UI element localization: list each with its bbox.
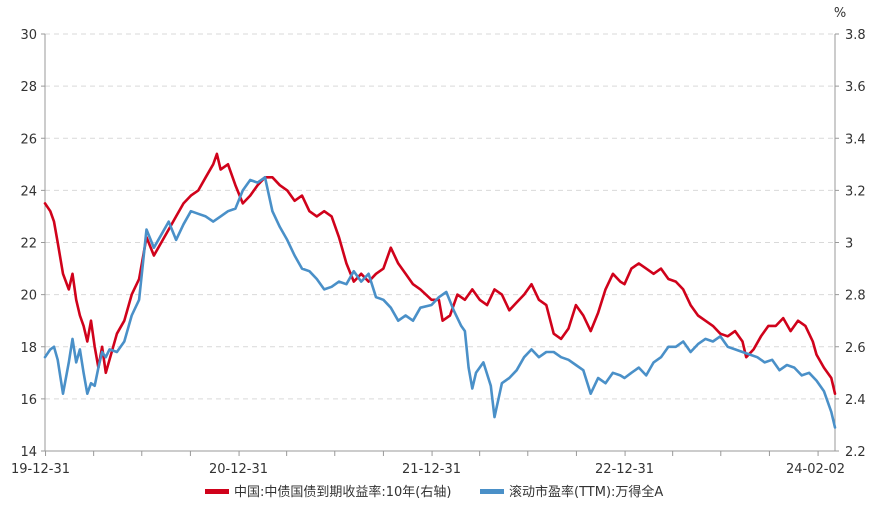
x-axis-tick-labels: 19-12-31 20-12-31 21-12-31 22-12-31 24-02-02 — [11, 462, 845, 477]
x-tick-label: 22-12-31 — [595, 462, 654, 477]
left-tick-label: 22 — [20, 237, 37, 252]
right-tick-label: 2.2 — [845, 445, 866, 460]
left-tick-label: 24 — [20, 184, 37, 199]
legend: 中国:中债国债到期收益率:10年(右轴) 滚动市盈率(TTM):万得全A — [205, 484, 663, 500]
left-tick-label: 26 — [20, 132, 37, 147]
left-tick-label: 28 — [20, 80, 37, 95]
legend-label: 中国:中债国债到期收益率:10年(右轴) — [234, 484, 451, 500]
axes — [41, 33, 839, 456]
right-tick-label: 3.8 — [845, 28, 866, 43]
right-axis-tick-labels: 2.2 2.4 2.6 2.8 3 3.2 3.4 3.6 3.8 — [845, 28, 866, 460]
right-tick-label: 3.4 — [845, 132, 866, 147]
left-tick-label: 14 — [20, 445, 37, 460]
grid-lines — [45, 33, 835, 400]
left-tick-label: 16 — [20, 393, 37, 408]
left-tick-label: 18 — [20, 341, 37, 356]
right-axis-unit: % — [834, 6, 846, 21]
legend-swatch — [205, 489, 229, 494]
right-tick-label: 2.8 — [845, 289, 866, 304]
right-tick-label: 3 — [845, 237, 853, 252]
right-tick-label: 3.6 — [845, 80, 866, 95]
left-tick-label: 30 — [20, 28, 37, 43]
legend-swatch — [480, 489, 504, 494]
x-tick-label: 24-02-02 — [786, 462, 845, 477]
series-line-pe-ttm — [43, 176, 837, 429]
x-tick-label: 19-12-31 — [11, 462, 70, 477]
x-tick-label: 20-12-31 — [209, 462, 268, 477]
left-axis-tick-labels: 14 16 18 20 22 24 26 28 30 — [20, 28, 37, 460]
right-tick-label: 2.6 — [845, 341, 866, 356]
legend-label: 滚动市盈率(TTM):万得全A — [509, 484, 663, 500]
right-tick-label: 2.4 — [845, 393, 866, 408]
series-line-bond-yield — [43, 152, 837, 395]
series-lines — [43, 152, 837, 429]
x-tick-label: 21-12-31 — [402, 462, 461, 477]
left-tick-label: 20 — [20, 289, 37, 304]
right-tick-label: 3.2 — [845, 184, 866, 199]
